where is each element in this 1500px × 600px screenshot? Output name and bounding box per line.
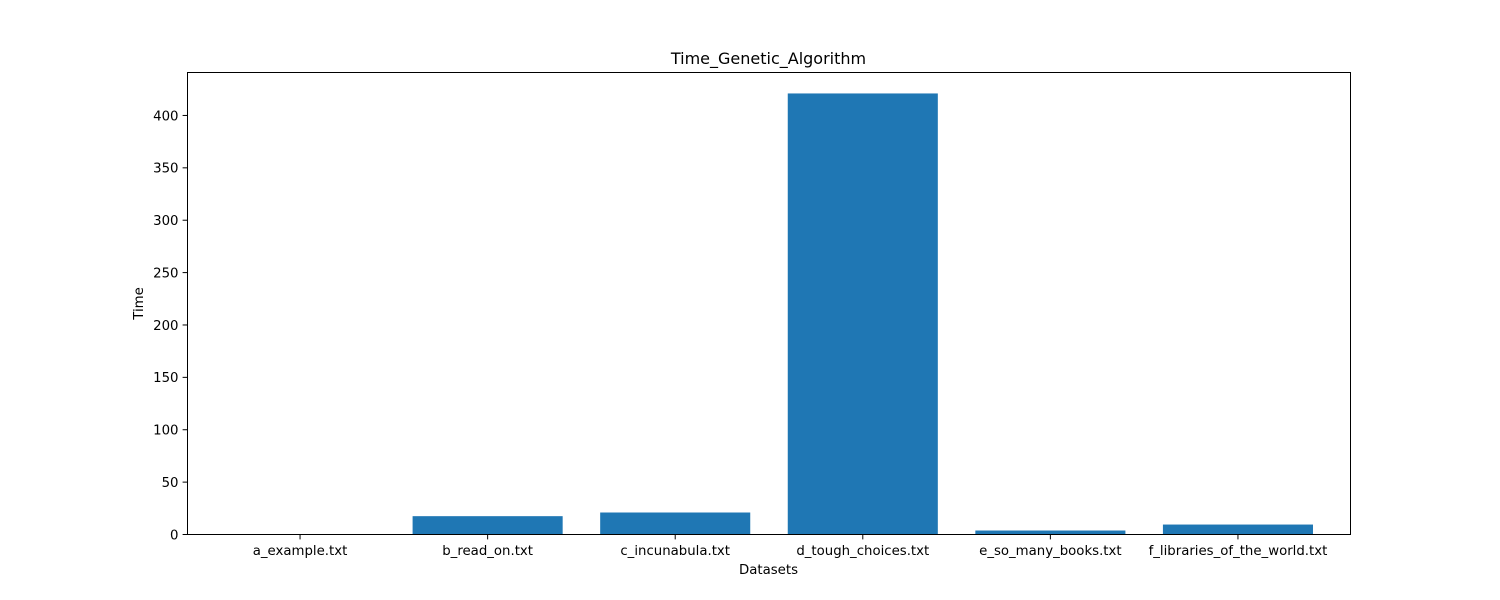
- bar-3: [600, 512, 751, 535]
- y-tick-label: 100: [153, 424, 178, 439]
- plot-frame: [187, 72, 1351, 535]
- x-axis-label: Datasets: [739, 563, 798, 578]
- x-tick-label: e_so_many_books.txt: [979, 544, 1121, 559]
- bar-2: [412, 516, 563, 535]
- y-tick-label: 0: [170, 528, 178, 543]
- x-tick-label: c_incunabula.txt: [620, 544, 730, 559]
- x-tick-label: d_tough_choices.txt: [796, 544, 929, 559]
- y-tick-label: 150: [153, 371, 178, 386]
- y-axis-label: Time: [132, 287, 147, 321]
- bar-5: [975, 530, 1126, 535]
- bar-6: [1162, 524, 1313, 535]
- y-tick-label: 400: [153, 109, 178, 124]
- y-tick-label: 350: [153, 162, 178, 177]
- chart-title: Time_Genetic_Algorithm: [670, 49, 866, 69]
- y-axis-ticks: 0 50 100 150 200 250 300 350 400: [153, 109, 188, 543]
- bars-layer: [225, 93, 1313, 535]
- x-tick-label: b_read_on.txt: [442, 544, 533, 559]
- x-tick-label: f_libraries_of_the_world.txt: [1149, 544, 1328, 559]
- x-axis-ticks: a_example.txt b_read_on.txt c_incunabula.t…: [253, 534, 1328, 559]
- y-tick-label: 200: [153, 319, 178, 334]
- y-tick-label: 250: [153, 266, 178, 281]
- x-tick-label: a_example.txt: [253, 544, 348, 559]
- y-tick-label: 300: [153, 214, 178, 229]
- y-tick-label: 50: [162, 476, 179, 491]
- bar-4: [787, 93, 938, 535]
